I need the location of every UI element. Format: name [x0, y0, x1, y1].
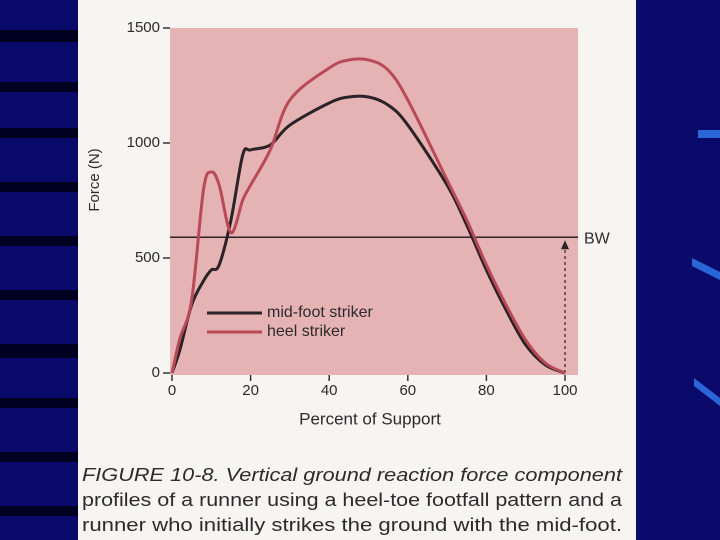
series-line: [170, 57, 566, 375]
y-axis-label: Force (N): [86, 148, 103, 211]
caption-line: profiles of a runner using a heel-toe fo…: [82, 490, 623, 510]
x-axis-label: Percent of Support: [299, 409, 441, 428]
series-line: [170, 94, 566, 375]
plot: 0 500 1000 1500 0 20 40 60 80 100 BW mid-foot strik…: [127, 19, 611, 399]
x-tick-label: 80: [478, 382, 495, 399]
bw-label: BW: [584, 231, 611, 248]
caption-line: runner who initially strikes the ground …: [82, 515, 622, 535]
y-tick-label: 0: [152, 364, 160, 381]
legend-label: heel striker: [267, 323, 346, 340]
x-tick-label: 100: [552, 382, 577, 399]
y-tick-label: 500: [135, 249, 160, 266]
y-tick-label: 1500: [127, 19, 160, 36]
x-tick-label: 40: [321, 382, 338, 399]
x-tick-label: 60: [399, 382, 416, 399]
y-tick-label: 1000: [127, 134, 160, 151]
x-tick-label: 0: [168, 382, 176, 399]
x-tick-label: 20: [242, 382, 259, 399]
bw-arrowhead: [561, 240, 569, 250]
legend-label: mid-foot striker: [267, 304, 373, 321]
caption-line: FIGURE 10-8. Vertical ground reaction fo…: [82, 465, 623, 485]
